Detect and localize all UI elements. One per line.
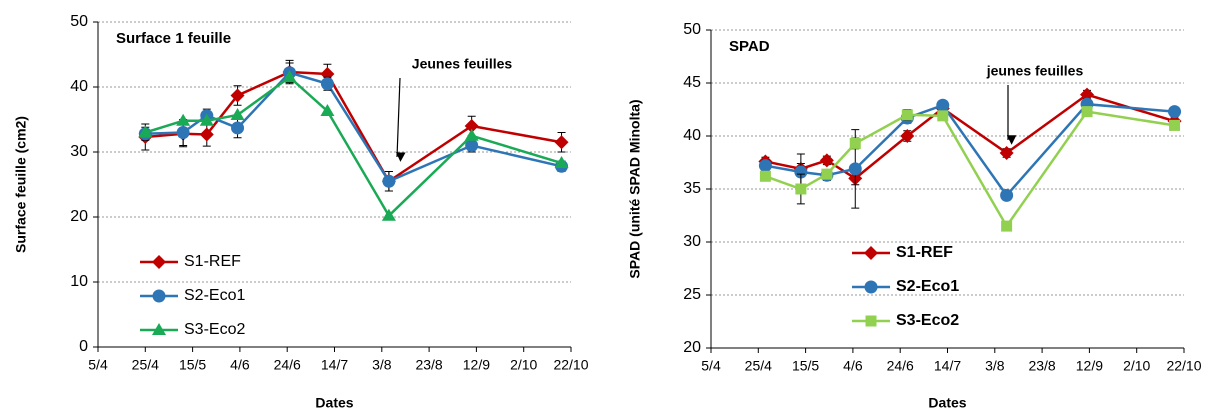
y-tick-label: 25 (683, 286, 701, 303)
marker (1081, 106, 1093, 118)
marker (1168, 105, 1182, 119)
x-tick-label: 22/10 (1166, 358, 1201, 374)
line (145, 71, 562, 183)
marker (464, 128, 479, 141)
marker (199, 127, 214, 142)
marker (554, 156, 569, 169)
marker (320, 77, 334, 91)
legend-label: S2-Eco1 (896, 278, 959, 295)
marker (176, 113, 191, 126)
y-tick-label: 35 (683, 180, 701, 197)
marker (821, 168, 833, 180)
y-axis-label: Surface feuille (cm2) (13, 116, 29, 253)
legend-marker (864, 280, 878, 294)
x-axis-label: Dates (928, 395, 966, 411)
y-tick-label: 10 (70, 273, 88, 290)
marker (999, 145, 1014, 160)
marker (848, 162, 862, 176)
legend-marker (865, 315, 877, 327)
y-tick-label: 50 (70, 13, 88, 30)
marker (465, 139, 479, 152)
marker (282, 70, 297, 83)
x-tick-label: 2/10 (510, 357, 537, 373)
y-tick-label: 30 (70, 143, 88, 160)
x-tick-label: 2/10 (1123, 358, 1150, 374)
y-tick-label: 40 (683, 127, 701, 144)
legend-label: S3-Eco2 (896, 312, 959, 329)
marker (199, 113, 214, 126)
x-tick-label: 14/7 (321, 357, 348, 373)
marker (138, 125, 153, 138)
y-tick-label: 50 (683, 21, 701, 38)
x-tick-label: 3/8 (372, 357, 392, 373)
y-tick-label: 20 (70, 208, 88, 225)
annotation-arrow (395, 77, 406, 162)
marker (381, 208, 396, 221)
y-tick-label: 0 (79, 338, 88, 355)
marker (794, 165, 808, 179)
chart-title: Surface 1 feuille (116, 30, 231, 47)
marker (231, 121, 245, 135)
y-tick-label: 20 (683, 339, 701, 356)
marker (1080, 87, 1095, 102)
x-tick-label: 24/6 (887, 358, 914, 374)
x-tick-label: 23/8 (415, 357, 442, 373)
legend-label: S1-REF (184, 253, 241, 270)
x-tick-label: 12/9 (1076, 358, 1103, 374)
x-tick-label: 25/4 (132, 357, 159, 373)
x-tick-label: 24/6 (274, 357, 301, 373)
marker (936, 98, 950, 112)
marker (320, 104, 335, 117)
marker (1000, 188, 1014, 202)
legend-marker (152, 289, 166, 303)
legend-label: S1-REF (896, 244, 953, 261)
marker (795, 183, 807, 195)
y-tick-label: 30 (683, 233, 701, 250)
x-tick-label: 15/5 (792, 358, 819, 374)
marker (176, 126, 190, 139)
marker (464, 119, 479, 133)
marker (819, 153, 834, 168)
marker (901, 109, 913, 121)
x-tick-label: 15/5 (179, 357, 206, 373)
legend-marker (152, 323, 166, 335)
marker (230, 88, 245, 103)
x-tick-label: 4/6 (843, 358, 863, 374)
marker (900, 129, 915, 143)
x-tick-label: 3/8 (985, 358, 1005, 374)
marker (937, 110, 949, 122)
marker (758, 159, 772, 173)
legend-label: S2-Eco1 (184, 287, 245, 304)
marker (849, 137, 861, 149)
legend-marker (152, 255, 166, 269)
annotation: Jeunes feuilles (412, 56, 513, 72)
legend-label: S3-Eco2 (184, 321, 245, 338)
x-tick-label: 22/10 (553, 357, 588, 373)
y-tick-label: 40 (70, 78, 88, 95)
marker (382, 174, 396, 188)
legend-marker (864, 246, 878, 260)
x-tick-label: 25/4 (745, 358, 772, 374)
x-tick-label: 4/6 (230, 357, 250, 373)
annotation: jeunes feuilles (986, 63, 1084, 79)
x-tick-label: 14/7 (934, 358, 961, 374)
x-axis-label: Dates (315, 395, 353, 411)
marker (759, 170, 771, 182)
x-tick-label: 5/4 (88, 357, 108, 373)
y-tick-label: 45 (683, 74, 701, 91)
marker (1169, 119, 1181, 131)
x-tick-label: 12/9 (463, 357, 490, 373)
chart-title: SPAD (729, 38, 770, 55)
x-tick-label: 23/8 (1028, 358, 1055, 374)
y-axis-label: SPAD (unité SPAD Minolta) (627, 99, 643, 278)
marker (230, 107, 245, 120)
marker (1001, 220, 1013, 232)
marker (554, 135, 569, 150)
x-tick-label: 5/4 (701, 358, 721, 374)
